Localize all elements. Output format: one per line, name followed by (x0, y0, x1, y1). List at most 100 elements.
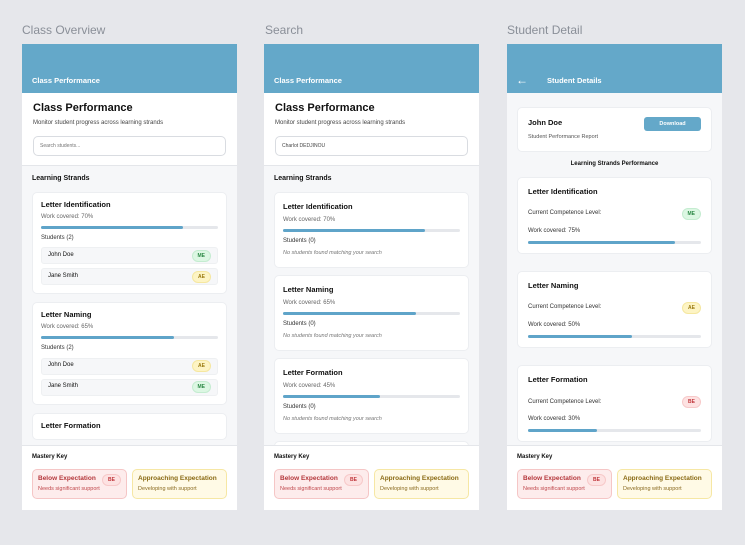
mastery-key-title: Mastery Key (274, 454, 310, 460)
students-count: Students (0) (283, 237, 316, 244)
strand-title: Letter Identification (528, 186, 598, 196)
work-covered: Work covered: 65% (283, 299, 336, 306)
section-title: Learning Strands Performance (570, 160, 659, 167)
mastery-item-title: Below Expectation (38, 475, 96, 483)
progress-fill (528, 240, 676, 244)
student-detail-screen: ← Student Details John Doe Student Perfo… (507, 44, 722, 510)
mastery-item-title: Approaching Expectation (380, 475, 459, 483)
empty-message: No students found matching your search (283, 250, 382, 257)
class-overview-screen: Class Performance Class Performance Moni… (22, 44, 237, 510)
competence-label: Current Competence Level: (528, 398, 602, 405)
student-card: John Doe Student Performance Report Down… (517, 107, 712, 152)
mastery-approaching: Approaching Expectation Developing with s… (132, 469, 227, 500)
student-name: Jane Smith (48, 273, 79, 280)
work-covered: Work covered: 65% (41, 324, 94, 331)
mastery-item-desc: Needs significant support (523, 485, 585, 492)
mastery-key-title: Mastery Key (32, 454, 68, 460)
progress-fill (283, 311, 416, 315)
mastery-approaching: Approaching Expectation Developing with s… (617, 469, 712, 500)
mastery-item-title: Below Expectation (280, 475, 338, 483)
header-title: Class Performance (32, 76, 100, 85)
student-name: Jane Smith (48, 383, 79, 390)
app-header: ← Student Details (507, 44, 722, 93)
strand-title: Letter Formation (283, 367, 343, 377)
mastery-below: Below Expectation Needs significant suppo… (517, 469, 612, 500)
level-badge: ME (681, 207, 701, 220)
strand-title: Letter Formation (41, 420, 101, 430)
mastery-item-desc: Needs significant support (38, 485, 100, 492)
student-name: John Doe (48, 362, 74, 369)
mastery-below: Below Expectation Needs significant suppo… (32, 469, 127, 500)
strand-card: Letter Identification Current Competence… (517, 176, 712, 254)
student-name: John Doe (48, 252, 74, 259)
student-row[interactable]: John Doe AE (41, 357, 218, 375)
students-count: Students (0) (283, 403, 316, 410)
progress-bar (283, 228, 460, 232)
mastery-below: Below Expectation Needs significant suppo… (274, 469, 369, 500)
progress-bar (528, 240, 701, 244)
progress-fill (528, 429, 598, 433)
progress-bar (283, 394, 460, 398)
search-screen: Class Performance Class Performance Moni… (264, 44, 479, 510)
strand-title: Letter Formation (528, 375, 588, 385)
search-input[interactable] (33, 136, 226, 157)
section-title: Learning Strands (32, 175, 90, 183)
strand-title: Letter Identification (41, 199, 111, 209)
back-arrow-icon[interactable]: ← (516, 72, 528, 87)
students-count: Students (2) (41, 345, 74, 352)
progress-fill (41, 336, 174, 340)
mastery-item-desc: Developing with support (623, 485, 682, 492)
strand-card: Letter Identification Work covered: 70% … (32, 191, 227, 295)
students-count: Students (2) (41, 234, 74, 241)
empty-message: No students found matching your search (283, 416, 382, 423)
strand-card: Letter Formation (32, 412, 227, 440)
progress-fill (528, 335, 632, 339)
level-badge: ME (191, 381, 211, 394)
student-row[interactable]: John Doe ME (41, 247, 218, 265)
work-covered: Work covered: 30% (528, 416, 581, 423)
mastery-approaching: Approaching Expectation Developing with s… (374, 469, 469, 500)
work-covered: Work covered: 75% (528, 227, 581, 234)
work-covered: Work covered: 70% (41, 213, 94, 220)
student-row[interactable]: Jane Smith ME (41, 378, 218, 396)
header-title: Student Details (547, 76, 602, 85)
level-badge: BE (102, 474, 121, 487)
work-covered: Work covered: 50% (528, 321, 581, 328)
page-title: Class Performance (33, 102, 133, 114)
progress-fill (283, 394, 381, 398)
student-row[interactable]: Jane Smith AE (41, 268, 218, 286)
empty-message: No students found matching your search (283, 333, 382, 340)
screen-label: Student Detail (507, 23, 583, 37)
mastery-item-desc: Developing with support (380, 485, 439, 492)
mastery-key-title: Mastery Key (517, 454, 553, 460)
strand-title: Letter Naming (41, 310, 92, 320)
app-header: Class Performance (264, 44, 479, 93)
work-covered: Work covered: 70% (283, 216, 336, 223)
competence-label: Current Competence Level: (528, 304, 602, 311)
work-covered: Work covered: 45% (283, 382, 336, 389)
progress-fill (41, 225, 183, 229)
progress-bar (528, 429, 701, 433)
progress-bar (528, 335, 701, 339)
mastery-item-desc: Developing with support (138, 485, 197, 492)
mastery-key: Mastery Key Below Expectation Needs signi… (22, 445, 237, 510)
mastery-key: Mastery Key Below Expectation Needs signi… (264, 445, 479, 510)
strand-card: Letter Formation Work covered: 45% Stude… (274, 357, 469, 434)
app-header: Class Performance (22, 44, 237, 93)
level-badge: AE (192, 270, 211, 283)
page-subtitle: Monitor student progress across learning… (33, 120, 164, 127)
strand-title: Letter Identification (283, 201, 353, 211)
screen-label: Search (265, 23, 304, 37)
mastery-item-title: Below Expectation (523, 475, 581, 483)
progress-bar (41, 336, 218, 340)
header-title: Class Performance (274, 76, 342, 85)
student-name: John Doe (528, 118, 563, 127)
level-badge: BE (682, 396, 701, 409)
mastery-item-desc: Needs significant support (280, 485, 342, 492)
screen-label: Class Overview (22, 23, 106, 37)
strand-card: Letter Naming Current Competence Level: A… (517, 270, 712, 349)
search-input[interactable] (275, 136, 468, 157)
strand-card: Letter Naming Work covered: 65% Students… (32, 302, 227, 405)
strand-card: Letter Formation Current Competence Leve… (517, 365, 712, 443)
download-button[interactable]: Download (644, 117, 701, 131)
